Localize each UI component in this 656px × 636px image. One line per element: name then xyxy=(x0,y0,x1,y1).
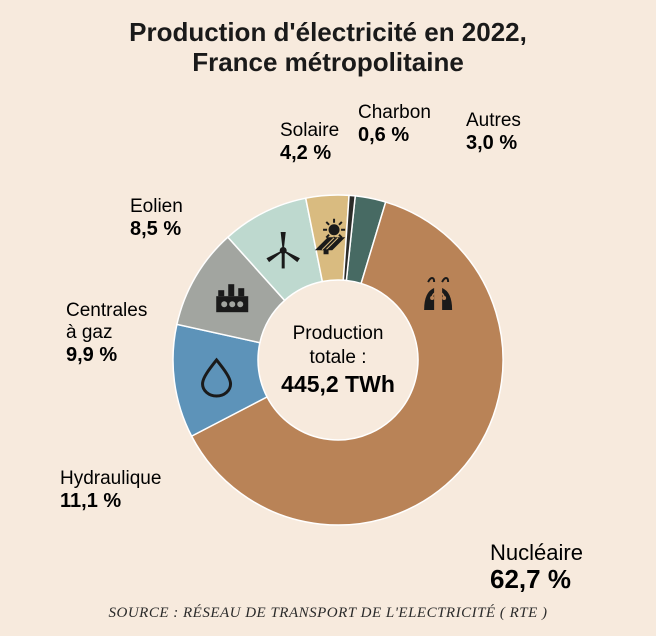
label-centrales-gaz: Centralesà gaz9,9 % xyxy=(66,300,147,367)
center-line2: totale : xyxy=(309,347,366,368)
center-value: 445,2 TWh xyxy=(281,371,395,397)
center-line1: Production xyxy=(293,323,384,344)
label-charbon: Charbon0,6 % xyxy=(358,102,431,147)
center-label: Production totale : 445,2 TWh xyxy=(263,322,413,398)
chart-canvas: Production d'électricité en 2022, France… xyxy=(0,0,656,636)
label-eolien: Eolien8,5 % xyxy=(130,196,183,241)
label-autres: Autres3,0 % xyxy=(466,110,521,155)
label-solaire: Solaire4,2 % xyxy=(280,120,339,165)
label-nucl-aire: Nucléaire62,7 % xyxy=(490,540,583,595)
label-hydraulique: Hydraulique11,1 % xyxy=(60,468,161,513)
source-text: SOURCE : RÉSEAU DE TRANSPORT DE L'ELECTR… xyxy=(0,605,656,622)
